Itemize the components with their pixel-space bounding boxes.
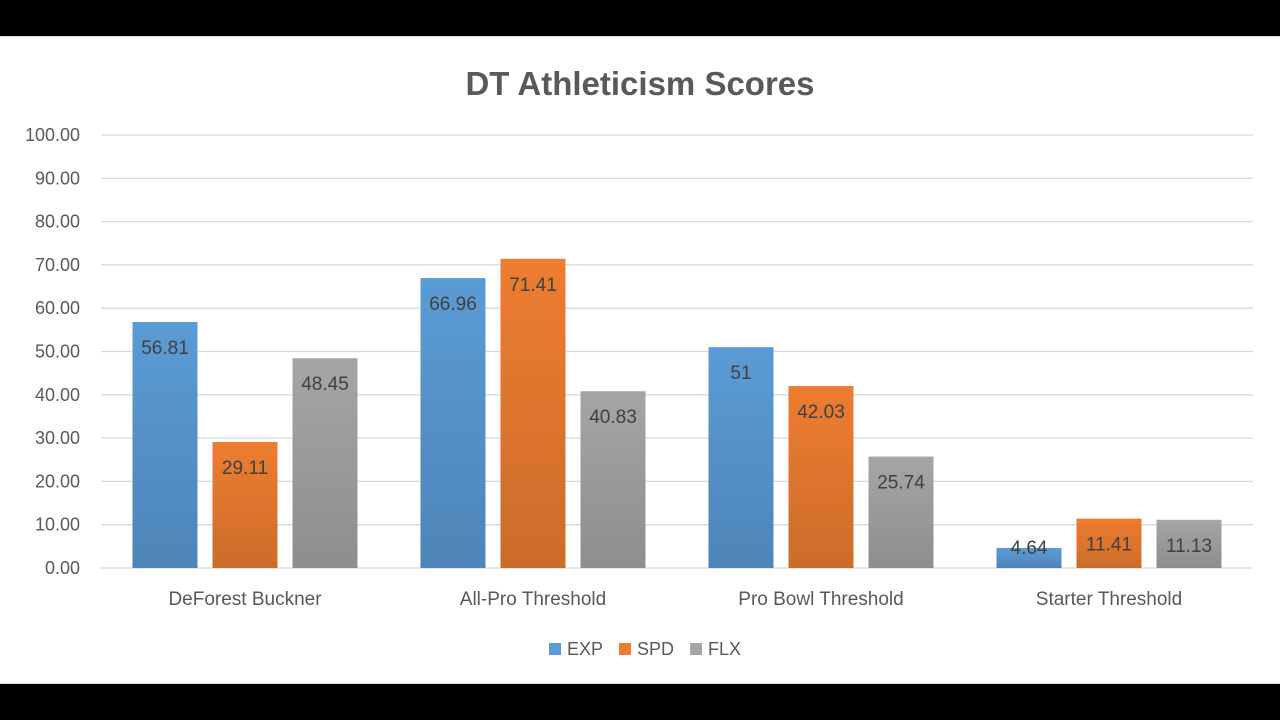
- legend-label: SPD: [637, 639, 674, 659]
- data-label: 66.96: [429, 294, 477, 315]
- y-tick-label: 40.00: [35, 385, 80, 405]
- legend-swatch-spd: [619, 643, 632, 655]
- bar-flx: [1156, 519, 1222, 568]
- data-label: 71.41: [509, 275, 557, 296]
- bar-flx: [292, 358, 358, 568]
- x-category-label: All-Pro Threshold: [460, 589, 606, 610]
- y-tick-label: 80.00: [35, 212, 80, 232]
- y-tick-label: 100.00: [25, 125, 80, 145]
- y-tick-label: 10.00: [35, 515, 80, 535]
- x-category-label: Pro Bowl Threshold: [738, 589, 903, 610]
- bar-spd: [1076, 518, 1142, 568]
- data-label: 48.45: [301, 374, 349, 395]
- y-axis-tick-labels: 0.00 10.00 20.00 30.00 40.00 50.00 60.00 70.00 8…: [25, 125, 80, 578]
- y-tick-label: 20.00: [35, 471, 80, 491]
- legend-swatch-exp: [549, 643, 561, 655]
- bar-spd: [212, 441, 278, 568]
- data-labels: 56.81 29.11 48.45 66.96 71.41 40.83 51 42.03 25.…: [141, 275, 1212, 559]
- chart-title: DT Athleticism Scores: [465, 65, 814, 102]
- data-label: 51: [730, 363, 751, 384]
- data-label: 56.81: [141, 338, 189, 359]
- y-tick-label: 50.00: [35, 342, 80, 362]
- bar-spd: [500, 258, 566, 568]
- y-tick-label: 0.00: [45, 558, 80, 578]
- chart-frame: DT Athleticism Scores 0.00 10.00 20.00 30.0…: [0, 36, 1280, 684]
- bar-exp: [996, 547, 1062, 568]
- y-tick-label: 70.00: [35, 255, 80, 275]
- legend: EXP SPD FLX: [549, 639, 741, 659]
- bar-exp: [708, 347, 774, 568]
- data-label: 29.11: [222, 458, 268, 479]
- data-label: 11.13: [1166, 536, 1212, 557]
- legend-swatch-flx: [690, 643, 703, 655]
- bar-flx: [580, 391, 646, 568]
- bar-chart: DT Athleticism Scores 0.00 10.00 20.00 30.0…: [25, 65, 1253, 659]
- x-axis-category-labels: DeForest Buckner All-Pro Threshold Pro Bow…: [168, 589, 1182, 610]
- x-category-label: DeForest Buckner: [168, 589, 322, 610]
- bar-exp: [420, 278, 486, 568]
- data-label: 11.41: [1086, 535, 1132, 556]
- y-tick-label: 60.00: [35, 298, 80, 318]
- data-label: 25.74: [877, 473, 925, 494]
- bar-spd: [788, 386, 854, 568]
- legend-label: FLX: [708, 639, 741, 659]
- bar-exp: [132, 322, 198, 568]
- bars: [132, 258, 1222, 568]
- x-category-label: Starter Threshold: [1036, 589, 1182, 610]
- data-label: 42.03: [797, 402, 845, 423]
- y-tick-label: 90.00: [35, 168, 80, 188]
- data-label: 40.83: [589, 407, 637, 428]
- bar-flx: [868, 456, 934, 568]
- data-label: 4.64: [1011, 538, 1048, 559]
- y-tick-label: 30.00: [35, 428, 80, 448]
- legend-label: EXP: [567, 639, 603, 659]
